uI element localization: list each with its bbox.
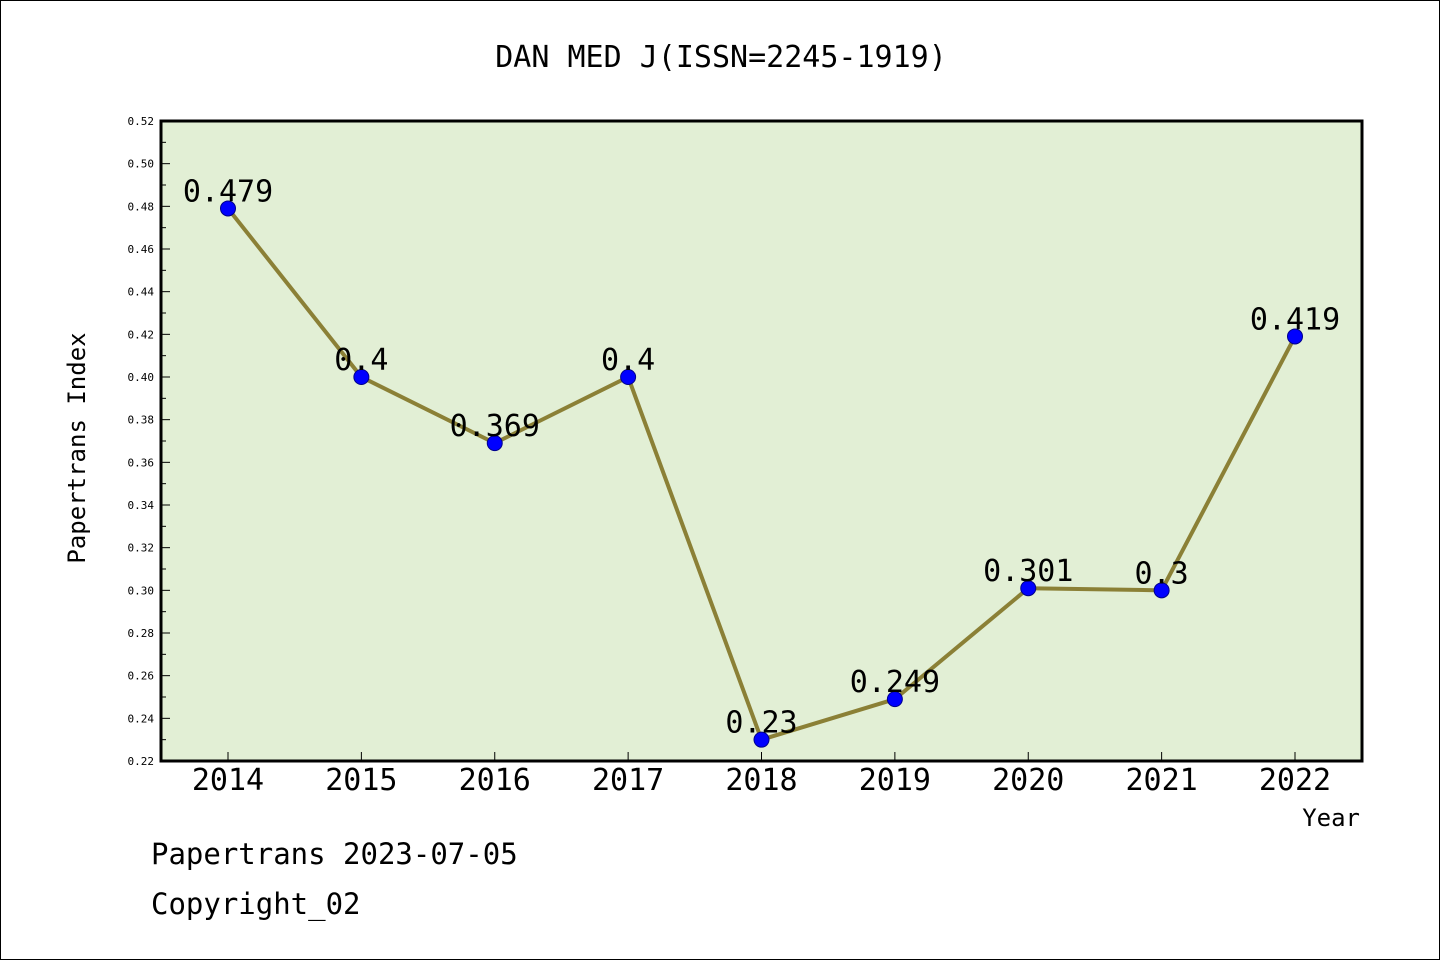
x-tick-label: 2015 [325, 763, 397, 798]
x-tick-label: 2020 [992, 763, 1064, 798]
y-tick-label: 0.32 [128, 542, 155, 555]
data-label: 0.4 [334, 343, 388, 378]
data-label: 0.249 [850, 665, 940, 700]
y-tick-label: 0.36 [128, 456, 155, 469]
x-tick-label: 2014 [192, 763, 264, 798]
y-tick-label: 0.24 [128, 712, 155, 725]
data-point [486, 435, 503, 452]
y-axis-label: Papertrans Index [63, 332, 91, 563]
x-tick-label: 2017 [592, 763, 664, 798]
x-tick-label: 2019 [859, 763, 931, 798]
data-label: 0.301 [983, 554, 1073, 589]
data-point [620, 369, 637, 385]
data-point [1287, 328, 1303, 345]
data-point [353, 369, 370, 385]
y-tick-label: 0.30 [128, 584, 155, 597]
footer-copyright: Copyright_02 [151, 887, 361, 921]
x-tick-label: 2021 [1126, 763, 1198, 798]
y-tick-label: 0.46 [128, 243, 155, 256]
data-label: 0.4 [601, 343, 655, 378]
data-label: 0.419 [1250, 302, 1340, 337]
y-tick-label: 0.26 [128, 670, 155, 683]
x-axis-label: Year [1302, 804, 1360, 832]
x-tick-label: 2016 [459, 763, 531, 798]
y-tick-label: 0.40 [128, 371, 155, 384]
y-tick-label: 0.28 [128, 627, 155, 640]
y-tick-label: 0.48 [128, 200, 155, 213]
chart-title: DAN MED J(ISSN=2245-1919) [495, 40, 947, 75]
y-tick-label: 0.22 [128, 755, 155, 768]
data-point [886, 691, 903, 708]
y-tick-label: 0.52 [128, 115, 155, 128]
data-point [753, 731, 770, 748]
data-point [1153, 582, 1170, 599]
data-point [1020, 580, 1037, 597]
data-point [220, 200, 236, 217]
y-tick-label: 0.34 [128, 499, 155, 512]
data-label: 0.369 [450, 409, 540, 444]
y-tick-label: 0.38 [128, 414, 155, 427]
data-label: 0.3 [1135, 556, 1189, 591]
y-tick-label: 0.44 [128, 286, 155, 299]
data-label: 0.479 [183, 174, 273, 209]
data-label: 0.23 [725, 706, 797, 741]
x-tick-label: 2018 [725, 763, 797, 798]
y-tick-label: 0.42 [128, 328, 155, 341]
y-tick-label: 0.50 [128, 158, 155, 171]
x-tick-label: 2022 [1259, 763, 1331, 798]
footer-date: Papertrans 2023-07-05 [151, 837, 518, 871]
plot-area [161, 121, 1362, 761]
